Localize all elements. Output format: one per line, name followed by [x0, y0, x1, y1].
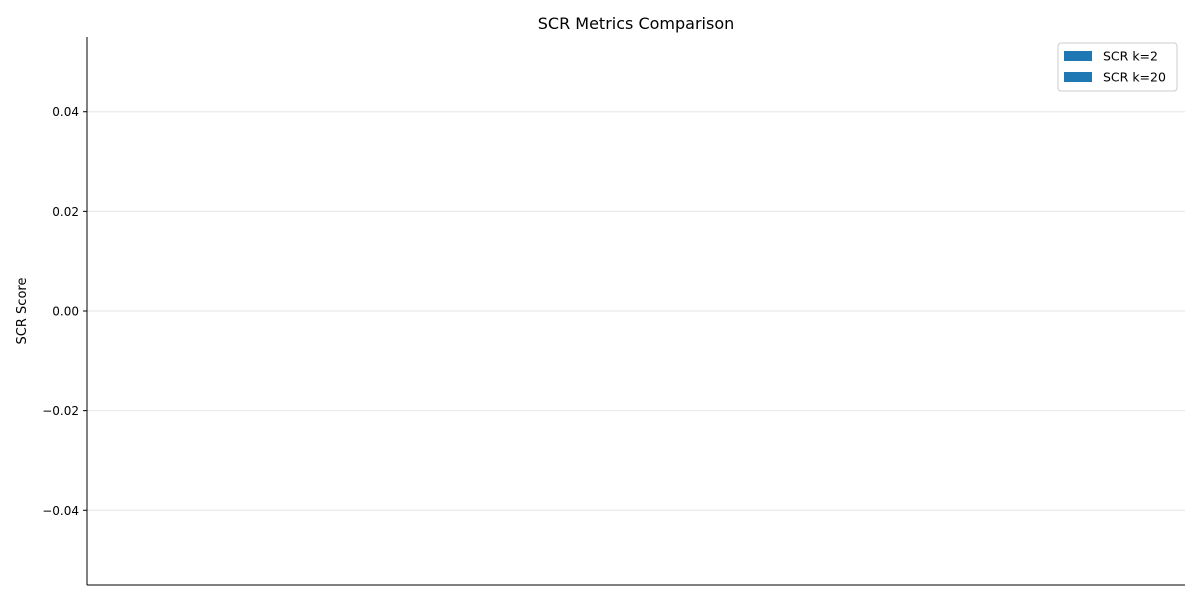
y-tick-label: −0.04	[42, 504, 79, 518]
grid-lines	[87, 111, 1185, 511]
y-tick-label: −0.02	[42, 404, 79, 418]
legend-label: SCR k=20	[1103, 70, 1166, 85]
y-tick-label: 0.02	[52, 205, 79, 219]
legend-swatch	[1064, 72, 1092, 82]
y-axis-label: SCR Score	[15, 278, 30, 345]
legend-label: SCR k=2	[1103, 49, 1158, 64]
y-tick-label: 0.04	[52, 105, 79, 119]
chart-title: SCR Metrics Comparison	[538, 14, 735, 33]
legend: SCR k=2 SCR k=20	[1057, 42, 1178, 92]
legend-swatch	[1064, 51, 1092, 61]
y-tick-label: 0.00	[52, 305, 79, 319]
y-axis-ticks: −0.04 −0.02 0.00 0.02 0.04	[42, 105, 87, 518]
